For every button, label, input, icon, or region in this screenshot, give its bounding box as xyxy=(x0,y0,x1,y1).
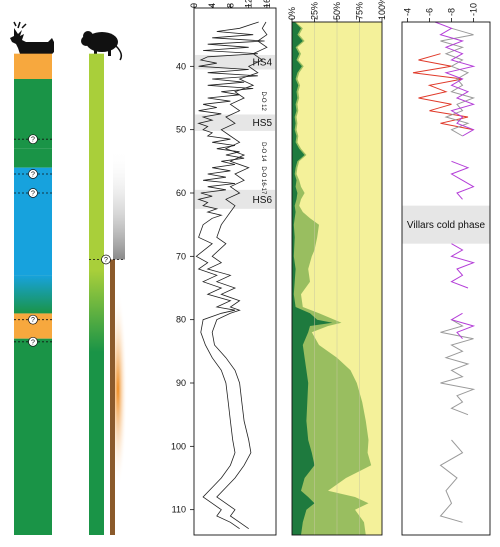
uncertain-label: ? xyxy=(31,172,35,179)
x-tick-label: 25% xyxy=(310,2,320,20)
area-series xyxy=(292,22,333,535)
y-tick-label: 50 xyxy=(176,125,186,135)
uncertain-marker xyxy=(28,336,38,347)
y-tick-label: 40 xyxy=(176,61,186,71)
reindeer-column: ????? xyxy=(14,53,52,535)
x-tick-label: -10 xyxy=(469,3,479,16)
uncertain-label: ? xyxy=(31,191,35,198)
do-label: D-O 16-17 xyxy=(260,166,266,195)
reindeer-segment xyxy=(14,338,52,535)
uncertain-marker xyxy=(28,134,38,145)
event-label: HS6 xyxy=(253,195,273,206)
x-tick-label: 12 xyxy=(244,0,254,8)
uncertain-label: ? xyxy=(31,317,35,324)
event-band xyxy=(195,189,275,209)
grey-gradient xyxy=(113,148,125,260)
reindeer-transition xyxy=(14,275,52,314)
x-tick-label: 0 xyxy=(189,3,199,8)
cold-phase-band xyxy=(402,205,490,244)
series-line xyxy=(412,53,474,131)
area-series xyxy=(292,22,372,535)
isotope-panel: Villars cold phase -4 -6 -8 -10 xyxy=(401,3,491,536)
uncertain-label: ? xyxy=(31,339,35,346)
series-line xyxy=(206,21,268,530)
x-tick-label: 100% xyxy=(377,0,387,20)
y-tick-label: 110 xyxy=(172,505,186,515)
event-label: HS4 xyxy=(253,58,273,69)
rodent-icon xyxy=(81,31,123,61)
y-tick-label: 70 xyxy=(176,251,186,261)
series-line xyxy=(434,21,476,340)
panel-frame xyxy=(193,7,277,536)
event-label: HS5 xyxy=(253,118,273,129)
uncertain-marker xyxy=(28,169,38,179)
y-tick-label: 90 xyxy=(176,378,186,388)
x-tick-label: -8 xyxy=(447,8,457,16)
y-tick-label: 100 xyxy=(171,441,186,451)
reindeer-segment xyxy=(14,53,52,79)
reindeer-segment xyxy=(14,148,52,168)
uncertain-marker xyxy=(28,188,38,198)
percentage-area-panel: 0% 25% 50% 75% 100% xyxy=(287,0,387,536)
uncertain-label: ? xyxy=(31,137,35,144)
brown-bar xyxy=(110,259,115,535)
uncertain-marker xyxy=(101,254,111,265)
rodent-column: ? xyxy=(89,53,127,536)
series-line xyxy=(195,21,265,530)
do-label: D-O 12 xyxy=(260,91,266,111)
y-tick-label: 60 xyxy=(176,188,186,198)
uncertain-label: ? xyxy=(104,257,108,264)
x-tick-label: 8 xyxy=(225,3,235,8)
uncertain-marker xyxy=(28,314,38,325)
x-tick-label: 4 xyxy=(207,3,217,8)
cold-phase-label: Villars cold phase xyxy=(407,220,486,231)
x-tick-label: 75% xyxy=(355,2,365,20)
x-tick-label: 50% xyxy=(332,2,342,20)
reindeer-segment xyxy=(14,193,52,276)
event-band xyxy=(195,54,275,70)
series-line xyxy=(439,27,476,523)
x-tick-label: -6 xyxy=(425,8,435,16)
x-tick-label: 16 xyxy=(262,0,272,8)
x-tick-label: 0% xyxy=(287,7,297,20)
panel-frame xyxy=(401,21,491,536)
y-tick-label: 80 xyxy=(176,315,186,325)
x-tick-label: -4 xyxy=(403,8,413,16)
rodent-bar xyxy=(89,53,104,536)
do-label: D-O 14 xyxy=(260,142,266,162)
event-band xyxy=(195,114,275,131)
